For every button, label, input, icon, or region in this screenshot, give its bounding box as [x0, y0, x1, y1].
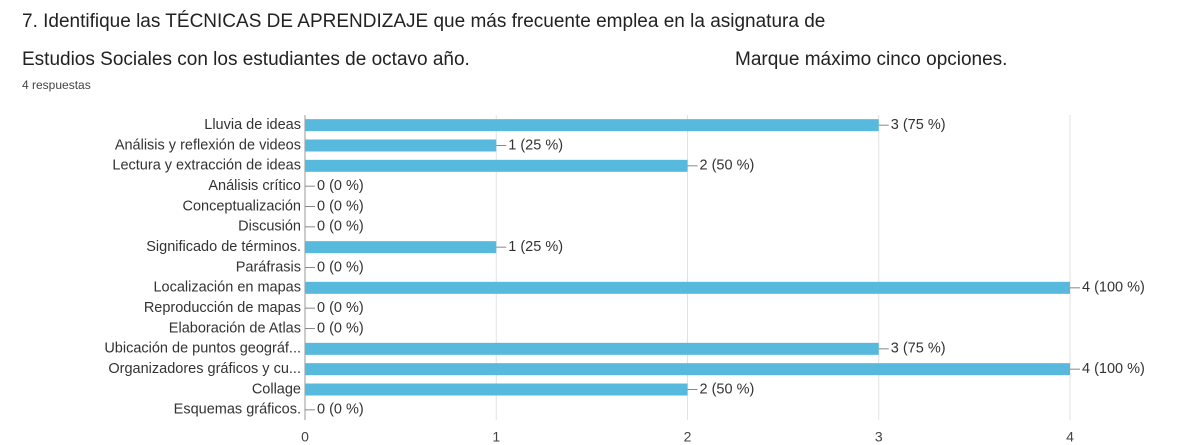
chart-title-line: 7. Identifique las TÉCNICAS DE APRENDIZA… — [22, 11, 825, 32]
bar — [305, 139, 497, 152]
y-tick-label: Ubicación de puntos geográf... — [104, 341, 301, 357]
data-label: 0 (0 %) — [317, 402, 364, 418]
x-tick-label: 3 — [875, 429, 883, 445]
y-tick-label: Localización en mapas — [153, 280, 301, 296]
bar — [305, 241, 497, 254]
bar — [305, 383, 688, 396]
y-tick-label: Reproducción de mapas — [144, 300, 301, 316]
y-tick-label: Lectura y extracción de ideas — [112, 158, 301, 174]
chart-subtitle: 4 respuestas — [22, 78, 91, 92]
data-label: 2 (50 %) — [700, 158, 755, 174]
x-tick-label: 2 — [684, 429, 692, 445]
data-label: 0 (0 %) — [317, 219, 364, 235]
y-tick-label: Significado de términos. — [146, 239, 301, 255]
chart-note: Marque máximo cinco opciones. — [735, 49, 1007, 70]
data-label: 0 (0 %) — [317, 259, 364, 275]
data-label: 0 (0 %) — [317, 198, 364, 214]
y-tick-label: Lluvia de ideas — [204, 117, 301, 133]
data-label: 0 (0 %) — [317, 320, 364, 336]
bar — [305, 281, 1070, 294]
y-tick-label: Análisis y reflexión de videos — [115, 137, 301, 153]
data-label: 1 (25 %) — [508, 239, 563, 255]
y-tick-label: Collage — [252, 381, 301, 397]
y-tick-label: Paráfrasis — [236, 259, 301, 275]
y-tick-label: Elaboración de Atlas — [169, 320, 301, 336]
data-label: 0 (0 %) — [317, 178, 364, 194]
chart-title-line: Estudios Sociales con los estudiantes de… — [22, 49, 470, 70]
bar — [305, 342, 879, 355]
data-label: 3 (75 %) — [891, 341, 946, 357]
y-tick-label: Conceptualización — [183, 198, 302, 214]
data-label: 2 (50 %) — [700, 381, 755, 397]
y-tick-label: Discusión — [238, 219, 301, 235]
x-tick-label: 0 — [301, 429, 309, 445]
x-tick-label: 1 — [492, 429, 500, 445]
data-label: 4 (100 %) — [1082, 280, 1145, 296]
data-label: 4 (100 %) — [1082, 361, 1145, 377]
y-tick-label: Esquemas gráficos. — [174, 402, 301, 418]
bar — [305, 363, 1070, 376]
y-tick-label: Organizadores gráficos y cu... — [108, 361, 301, 377]
y-tick-label: Análisis crítico — [208, 178, 301, 194]
bar — [305, 119, 879, 132]
data-label: 0 (0 %) — [317, 300, 364, 316]
x-tick-label: 4 — [1066, 429, 1074, 445]
data-label: 1 (25 %) — [508, 137, 563, 153]
data-label: 3 (75 %) — [891, 117, 946, 133]
bar — [305, 159, 688, 172]
